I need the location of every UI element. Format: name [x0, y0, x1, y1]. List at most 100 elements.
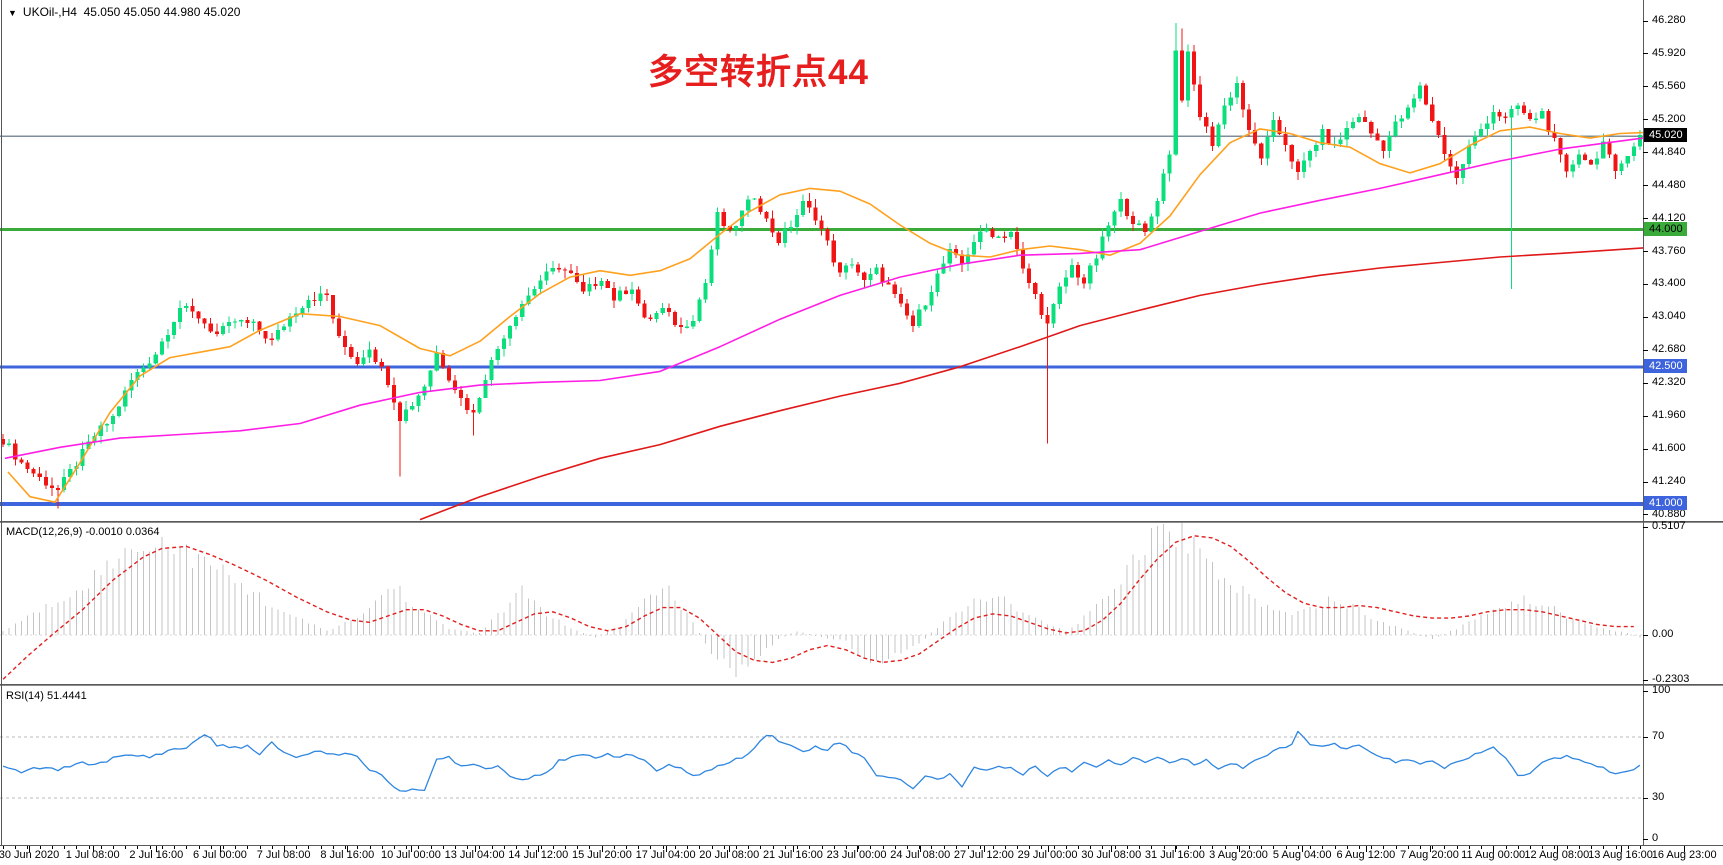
- time-label: 27 Jul 12:00: [953, 849, 1014, 861]
- time-minor-tick: [564, 846, 566, 849]
- time-label: 7 Jul 08:00: [256, 849, 311, 861]
- axis-tick-label: 45.560: [1652, 79, 1686, 92]
- axis-tick-mark: [1643, 251, 1648, 253]
- time-minor-tick: [442, 846, 444, 849]
- time-minor-tick: [406, 846, 408, 849]
- time-minor-tick: [687, 846, 689, 849]
- main-macd-divider[interactable]: [0, 521, 1723, 523]
- axis-tick-label: 70: [1652, 730, 1665, 742]
- time-minor-tick: [540, 846, 542, 849]
- time-minor-tick: [1420, 846, 1422, 849]
- time-minor-tick: [833, 846, 835, 849]
- time-minor-tick: [247, 846, 249, 849]
- time-minor-tick: [1175, 846, 1177, 849]
- symbol-name: UKOil-,H4: [22, 5, 77, 19]
- time-major-tick: [1556, 846, 1558, 852]
- time-minor-tick: [516, 846, 518, 849]
- collapse-quote-icon[interactable]: ▼: [8, 8, 17, 18]
- time-minor-tick: [1065, 846, 1067, 849]
- time-minor-tick: [1444, 846, 1446, 849]
- time-minor-tick: [3, 846, 5, 849]
- axis-tick-mark: [1643, 185, 1648, 187]
- axis-tick-label: 43.400: [1652, 277, 1686, 290]
- macd-rsi-divider[interactable]: [0, 684, 1723, 686]
- time-minor-tick: [1517, 846, 1519, 849]
- time-minor-tick: [1041, 846, 1043, 849]
- time-minor-tick: [1053, 846, 1055, 849]
- macd-indicator-panel[interactable]: [0, 523, 1643, 684]
- time-major-tick: [983, 846, 985, 852]
- time-minor-tick: [161, 846, 163, 849]
- time-minor-tick: [797, 846, 799, 849]
- time-axis-line: [0, 845, 1723, 846]
- time-minor-tick: [980, 846, 982, 849]
- time-minor-tick: [1481, 846, 1483, 849]
- time-minor-tick: [64, 846, 66, 849]
- time-minor-tick: [638, 846, 640, 849]
- time-minor-tick: [1016, 846, 1018, 849]
- time-label: 21 Jul 16:00: [762, 849, 823, 861]
- chart-annotation-text: 多空转折点44: [648, 53, 869, 92]
- time-minor-tick: [1224, 846, 1226, 849]
- time-minor-tick: [760, 846, 762, 849]
- time-major-tick: [792, 846, 794, 852]
- axis-tick-label: 0.00: [1652, 628, 1674, 640]
- time-major-tick: [1493, 846, 1495, 852]
- time-minor-tick: [1029, 846, 1031, 849]
- time-minor-tick: [393, 846, 395, 849]
- time-minor-tick: [76, 846, 78, 849]
- axis-tick-mark: [1643, 53, 1648, 55]
- time-label: 5 Aug 04:00: [1272, 849, 1332, 861]
- main-price-chart[interactable]: [0, 0, 1643, 521]
- time-minor-tick: [1236, 846, 1238, 849]
- time-minor-tick: [320, 846, 322, 849]
- time-minor-tick: [613, 846, 615, 849]
- time-minor-tick: [1151, 846, 1153, 849]
- time-label: 1 Jul 08:00: [65, 849, 120, 861]
- time-minor-tick: [1163, 846, 1165, 849]
- time-label: 29 Jul 00:00: [1017, 849, 1078, 861]
- time-minor-tick: [308, 846, 310, 849]
- rsi-label: RSI(14) 51.4441: [6, 690, 87, 702]
- axis-tick-label: 42.680: [1652, 343, 1686, 356]
- time-minor-tick: [1078, 846, 1080, 849]
- axis-tick-mark: [1643, 86, 1648, 88]
- time-minor-tick: [491, 846, 493, 849]
- axis-tick-mark: [1643, 349, 1648, 351]
- time-minor-tick: [186, 846, 188, 849]
- time-minor-tick: [332, 846, 334, 849]
- time-label: 16 Aug 23:00: [1651, 849, 1717, 861]
- symbol-ohlc-values: 45.050 45.050 44.980 45.020: [83, 5, 241, 19]
- time-minor-tick: [174, 846, 176, 849]
- time-label: 3 Aug 20:00: [1209, 849, 1268, 861]
- axis-tick-mark: [1643, 119, 1648, 121]
- time-minor-tick: [1615, 846, 1617, 849]
- time-minor-tick: [222, 846, 224, 849]
- axis-tick-label: 44.480: [1652, 178, 1686, 191]
- axis-tick-label: -0.2303: [1652, 673, 1690, 685]
- time-label: 15 Jul 20:00: [571, 849, 632, 861]
- time-label: 6 Jul 00:00: [193, 849, 247, 861]
- time-minor-tick: [27, 846, 29, 849]
- time-minor-tick: [125, 846, 127, 849]
- time-minor-tick: [357, 846, 359, 849]
- time-minor-tick: [503, 846, 505, 849]
- time-minor-tick: [1383, 846, 1385, 849]
- time-minor-tick: [369, 846, 371, 849]
- time-label: 23 Jul 00:00: [826, 849, 887, 861]
- time-major-tick: [92, 846, 94, 852]
- axis-tick-label: 46.280: [1652, 14, 1686, 26]
- time-minor-tick: [15, 846, 17, 849]
- time-minor-tick: [1102, 846, 1104, 849]
- time-minor-tick: [1505, 846, 1507, 849]
- axis-tick-mark: [1643, 481, 1648, 483]
- time-minor-tick: [1456, 846, 1458, 849]
- time-minor-tick: [699, 846, 701, 849]
- time-minor-tick: [345, 846, 347, 849]
- axis-tick-label: 44.120: [1652, 211, 1686, 224]
- time-minor-tick: [467, 846, 469, 849]
- axis-tick-label: 100: [1652, 684, 1671, 697]
- time-minor-tick: [1578, 846, 1580, 849]
- time-minor-tick: [711, 846, 713, 849]
- rsi-indicator-panel[interactable]: [0, 686, 1643, 845]
